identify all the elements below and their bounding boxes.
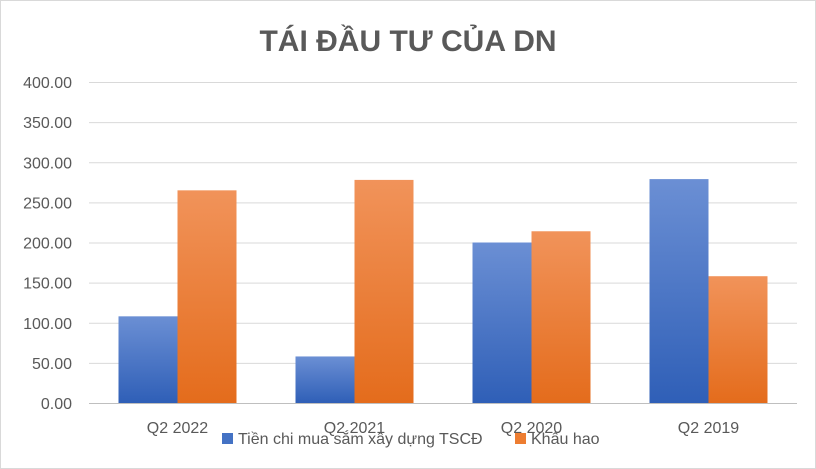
- y-tick-label: 50.00: [32, 356, 72, 373]
- chart-title: TÁI ĐẦU TƯ CỦA DN: [259, 24, 556, 58]
- bar-capex-1: [118, 316, 178, 403]
- bar-capex-4: [649, 179, 709, 403]
- bar-capex-2: [295, 356, 355, 403]
- x-tick-label: Q2 2022: [147, 420, 208, 437]
- axes: 0.00 50.00 100.00 150.00 200.00 250.00 300.00 3…: [23, 75, 797, 437]
- bar-capex-3: [472, 242, 532, 403]
- legend-label: Tiền chi mua sắm xây dựng TSCĐ: [238, 429, 483, 448]
- legend-label: Khấu hao: [531, 431, 600, 448]
- x-tick-label: Q2 2021: [324, 420, 385, 437]
- y-tick-label: 100.00: [23, 316, 72, 333]
- y-tick-label: 400.00: [23, 75, 72, 92]
- y-tick-label: 350.00: [23, 115, 72, 132]
- legend: Tiền chi mua sắm xây dựng TSCĐ Khấu hao: [222, 429, 600, 448]
- y-tick-label: 0.00: [41, 396, 72, 413]
- y-tick-label: 300.00: [23, 155, 72, 172]
- y-tick-label: 150.00: [23, 276, 72, 293]
- x-tick-label: Q2 2020: [501, 420, 562, 437]
- x-tick-label: Q2 2019: [678, 420, 739, 437]
- y-tick-label: 200.00: [23, 236, 72, 253]
- legend-swatch: [515, 433, 526, 444]
- bars: [118, 179, 768, 403]
- legend-swatch: [222, 433, 233, 444]
- y-tick-label: 250.00: [23, 195, 72, 212]
- bar-depreciation-4: [708, 276, 768, 403]
- bar-depreciation-1: [177, 190, 237, 403]
- bar-depreciation-2: [354, 179, 414, 403]
- bar-depreciation-3: [531, 231, 591, 403]
